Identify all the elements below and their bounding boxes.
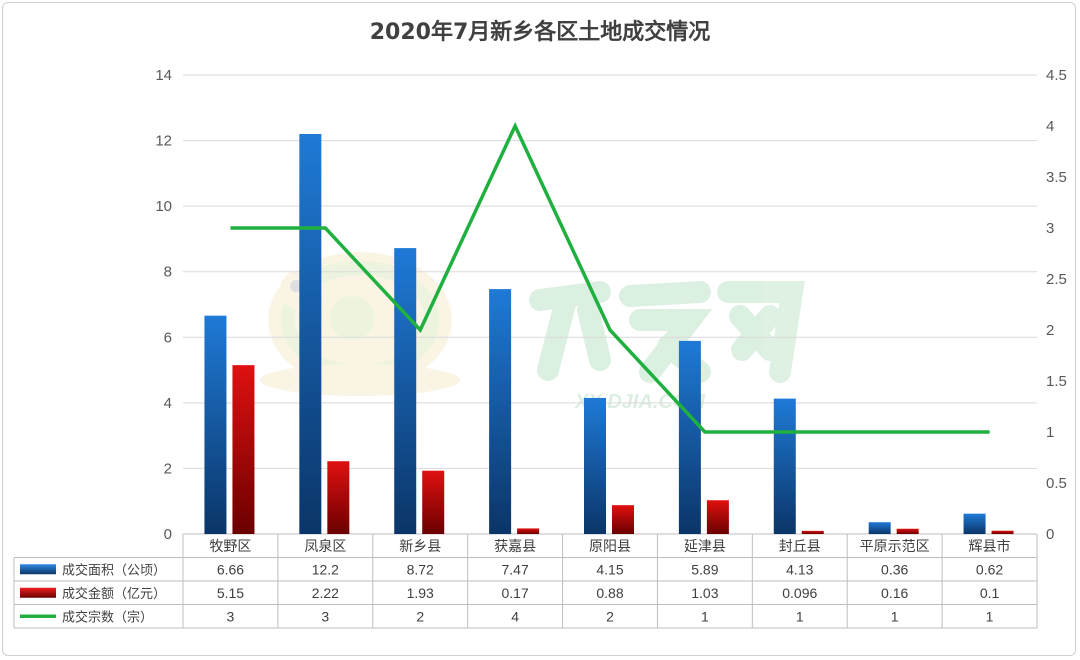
- bar-area: [678, 340, 701, 534]
- category-label: 平原示范区: [860, 538, 930, 555]
- bar-area: [299, 134, 322, 534]
- y-right-tick-label: 4: [1046, 118, 1054, 135]
- data-label: 7.47: [501, 561, 528, 577]
- data-label: 3: [321, 608, 329, 624]
- bar-amount: [991, 530, 1014, 534]
- category-label: 凤泉区: [304, 538, 346, 555]
- data-label: 1: [891, 608, 899, 624]
- chart-title: 2020年7月新乡各区土地成交情况: [369, 20, 711, 45]
- watermark: XX.DJIA.COM: [260, 252, 805, 413]
- bar-area: [773, 398, 796, 534]
- data-label: 4.15: [596, 561, 623, 577]
- y-left-tick-label: 10: [155, 198, 172, 215]
- line-count: [230, 121, 990, 434]
- data-label: 0.16: [881, 585, 908, 601]
- category-label: 原阳县: [589, 539, 631, 555]
- bar-area: [204, 315, 227, 534]
- data-label: 2: [416, 608, 424, 624]
- legend-label: 成交金额（亿元）: [62, 586, 166, 602]
- y-left-tick-label: 12: [155, 133, 172, 150]
- data-label: 6.66: [217, 561, 244, 577]
- bar-area: [394, 248, 417, 534]
- bar-amount: [232, 365, 255, 534]
- y-right-tick-label: 0.5: [1046, 475, 1067, 492]
- bar-amount: [612, 505, 634, 534]
- data-label: 3: [227, 608, 235, 624]
- y-left-tick-label: 4: [164, 395, 172, 412]
- category-label: 获嘉县: [494, 539, 536, 555]
- data-label: 2.22: [312, 585, 339, 601]
- data-label: 1: [796, 608, 804, 624]
- y-right-tick-label: 2: [1046, 322, 1054, 339]
- legend-key: [20, 587, 56, 598]
- data-label: 0.88: [596, 585, 623, 601]
- y-left-tick-label: 0: [164, 526, 172, 543]
- data-label: 0.62: [976, 561, 1003, 577]
- bar-area: [963, 513, 986, 534]
- y-left-tick-label: 8: [164, 264, 172, 281]
- data-label: 8.72: [407, 561, 434, 577]
- bar-area: [868, 522, 891, 534]
- data-label: 1.03: [691, 585, 718, 601]
- bar-amount: [896, 528, 919, 534]
- data-label: 5.89: [691, 561, 718, 577]
- category-label: 辉县市: [969, 538, 1011, 555]
- category-label: 牧野区: [209, 539, 251, 555]
- data-label: 1: [986, 608, 994, 624]
- category-label: 延津县: [684, 539, 726, 555]
- data-label: 12.2: [312, 561, 339, 577]
- data-label: 0.1: [980, 585, 1000, 601]
- bar-amount: [422, 470, 445, 534]
- data-label: 1: [701, 608, 709, 624]
- bar-area: [489, 289, 512, 534]
- bar-amount: [801, 530, 824, 534]
- y-left-tick-label: 14: [155, 67, 172, 84]
- y-right-tick-label: 0: [1046, 526, 1054, 543]
- legend-label: 成交宗数（宗）: [62, 609, 153, 625]
- data-label: 0.096: [782, 585, 817, 601]
- legend-label: 成交面积（公顷）: [62, 562, 166, 578]
- bar-area: [584, 397, 606, 534]
- y-right-tick-label: 3.5: [1046, 169, 1067, 186]
- y-left-tick-label: 6: [164, 329, 172, 346]
- bar-amount: [517, 528, 540, 534]
- y-left-tick-label: 2: [164, 460, 172, 477]
- y-right-tick-label: 1: [1046, 424, 1054, 441]
- data-label: 4.13: [786, 561, 813, 577]
- y-right-tick-label: 4.5: [1046, 67, 1067, 84]
- data-label: 5.15: [217, 585, 244, 601]
- data-label: 4: [511, 608, 519, 624]
- bar-amount: [327, 461, 350, 534]
- data-label: 2: [606, 608, 614, 624]
- data-label: 1.93: [407, 585, 434, 601]
- y-right-tick-label: 3: [1046, 220, 1054, 237]
- y-right-tick-label: 2.5: [1046, 271, 1067, 288]
- category-label: 新乡县: [399, 539, 441, 555]
- category-label: 封丘县: [779, 539, 821, 555]
- bar-amount: [706, 500, 729, 534]
- data-label: 0.17: [501, 585, 528, 601]
- y-right-tick-label: 1.5: [1046, 373, 1067, 390]
- watermark-brand-mark: [529, 281, 805, 383]
- data-label: 0.36: [881, 561, 908, 577]
- watermark-snail-logo: [260, 252, 460, 396]
- legend-key: [20, 564, 56, 575]
